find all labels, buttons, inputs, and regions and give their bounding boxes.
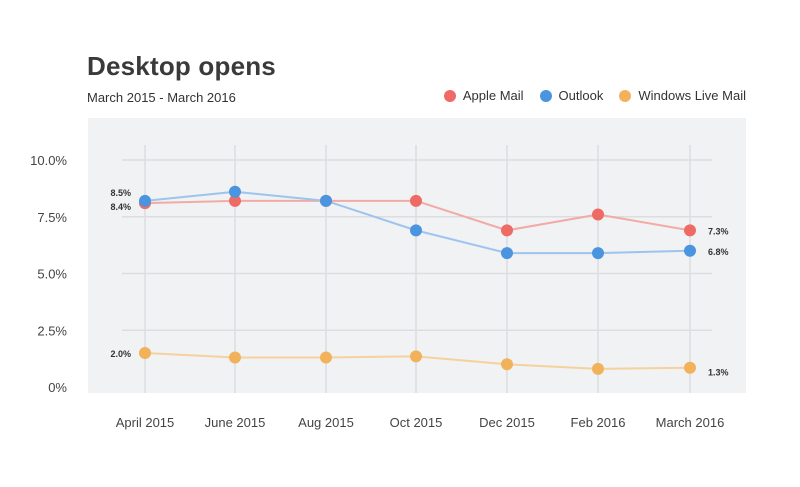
plot-area-background bbox=[88, 118, 746, 393]
data-point-apple-mail-march-2016[interactable] bbox=[684, 224, 696, 237]
x-tick-label: April 2015 bbox=[116, 415, 175, 430]
data-label-end-windows-live-mail: 1.3% bbox=[708, 368, 729, 378]
x-tick-label: March 2016 bbox=[656, 415, 725, 430]
data-label-end-outlook: 6.8% bbox=[708, 247, 729, 257]
data-label-layer: 8.4% 7.3% 8.5% 6.8% 2.0% 1.3% bbox=[110, 188, 728, 378]
data-point-windows-live-mail-dec-2015[interactable] bbox=[501, 358, 513, 371]
data-point-apple-mail-oct-2015[interactable] bbox=[410, 194, 422, 207]
data-point-outlook-aug-2015[interactable] bbox=[320, 194, 332, 207]
data-point-outlook-march-2016[interactable] bbox=[684, 244, 696, 257]
legend-item-windows-live-mail[interactable]: Windows Live Mail bbox=[619, 88, 746, 103]
data-point-windows-live-mail-march-2016[interactable] bbox=[684, 361, 696, 374]
data-label-start-apple-mail: 8.4% bbox=[110, 202, 131, 212]
data-point-apple-mail-june-2015[interactable] bbox=[229, 194, 241, 207]
legend-item-outlook[interactable]: Outlook bbox=[539, 88, 604, 103]
legend-label-apple-mail: Apple Mail bbox=[462, 88, 524, 103]
legend-label-outlook: Outlook bbox=[558, 88, 604, 103]
legend-swatch-windows-live-mail bbox=[619, 89, 632, 102]
y-tick-label: 0% bbox=[48, 380, 67, 395]
chart-legend: Apple Mail Outlook Windows Live Mail bbox=[443, 88, 746, 103]
x-tick-label: June 2015 bbox=[205, 415, 266, 430]
data-label-start-windows-live-mail: 2.0% bbox=[110, 349, 131, 359]
series-layer bbox=[139, 185, 696, 375]
axis-layer: 10.0% 7.5% 5.0% 2.5% 0% April 2015 June 2015 Au… bbox=[30, 153, 724, 430]
chart-title: Desktop opens bbox=[87, 51, 276, 81]
x-tick-label: Dec 2015 bbox=[479, 415, 535, 430]
chart-subtitle: March 2015 - March 2016 bbox=[87, 90, 236, 105]
y-tick-label: 10.0% bbox=[30, 153, 67, 168]
data-point-windows-live-mail-oct-2015[interactable] bbox=[410, 350, 422, 363]
data-point-apple-mail-feb-2016[interactable] bbox=[592, 208, 604, 221]
data-point-windows-live-mail-aug-2015[interactable] bbox=[320, 351, 332, 364]
data-label-start-outlook: 8.5% bbox=[110, 188, 131, 198]
data-point-outlook-april-2015[interactable] bbox=[139, 194, 151, 207]
data-label-end-apple-mail: 7.3% bbox=[708, 226, 729, 236]
data-point-windows-live-mail-feb-2016[interactable] bbox=[592, 362, 604, 375]
data-point-outlook-june-2015[interactable] bbox=[229, 185, 241, 198]
legend-swatch-outlook bbox=[539, 89, 552, 102]
data-point-apple-mail-dec-2015[interactable] bbox=[501, 224, 513, 237]
x-tick-label: Oct 2015 bbox=[390, 415, 443, 430]
data-point-outlook-feb-2016[interactable] bbox=[592, 247, 604, 260]
x-tick-label: Aug 2015 bbox=[298, 415, 354, 430]
y-tick-label: 2.5% bbox=[37, 323, 67, 338]
y-tick-label: 7.5% bbox=[37, 210, 67, 225]
data-point-windows-live-mail-april-2015[interactable] bbox=[139, 346, 151, 359]
data-point-outlook-oct-2015[interactable] bbox=[410, 224, 422, 237]
x-tick-label: Feb 2016 bbox=[571, 415, 626, 430]
legend-swatch-apple-mail bbox=[443, 89, 456, 102]
data-point-windows-live-mail-june-2015[interactable] bbox=[229, 351, 241, 364]
legend-label-windows-live-mail: Windows Live Mail bbox=[638, 88, 746, 103]
y-tick-label: 5.0% bbox=[37, 267, 67, 282]
legend-item-apple-mail[interactable]: Apple Mail bbox=[443, 88, 524, 103]
data-point-outlook-dec-2015[interactable] bbox=[501, 247, 513, 260]
